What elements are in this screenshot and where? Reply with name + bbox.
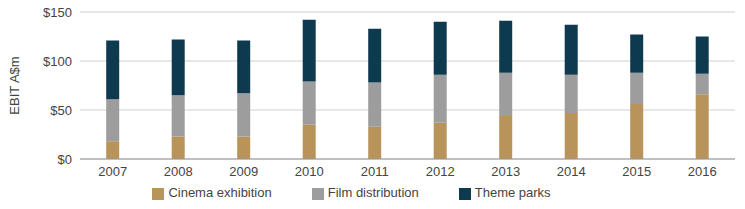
svg-text:2007: 2007 — [98, 164, 127, 179]
svg-text:$100: $100 — [43, 54, 72, 69]
html-text:Theme parks: Theme parks — [474, 185, 551, 200]
svg-text:2013: 2013 — [491, 164, 520, 179]
svg-text:$150: $150 — [43, 5, 72, 20]
html-text:Film distribution: Film distribution — [327, 185, 419, 200]
svg-text:2009: 2009 — [229, 164, 258, 179]
svg-text:EBIT A$m: EBIT A$m — [8, 56, 22, 114]
html-text:Cinema exhibition: Cinema exhibition — [168, 185, 272, 200]
svg-text:$0: $0 — [58, 152, 72, 167]
svg-text:2008: 2008 — [164, 164, 193, 179]
svg-text:2015: 2015 — [622, 164, 651, 179]
svg-text:2014: 2014 — [557, 164, 586, 179]
svg-text:2012: 2012 — [426, 164, 455, 179]
svg-text:$50: $50 — [50, 103, 72, 118]
svg-text:2010: 2010 — [295, 164, 324, 179]
svg-text:2011: 2011 — [361, 164, 389, 179]
svg-text:2016: 2016 — [688, 164, 717, 179]
